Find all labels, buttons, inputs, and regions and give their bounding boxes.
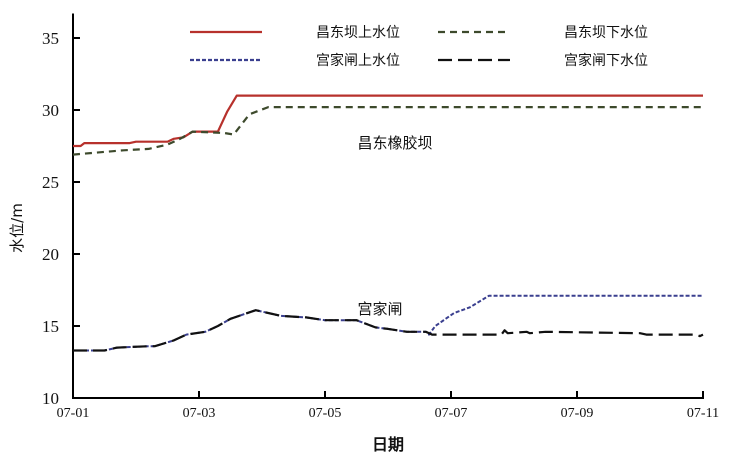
legend-label: 昌东坝上水位 xyxy=(316,25,400,41)
series-line-昌东坝下水位 xyxy=(72,105,703,156)
x-tick-label: 07-05 xyxy=(309,406,342,421)
y-tick-label: 25 xyxy=(42,173,59,192)
y-axis-label: 水位/m xyxy=(8,203,26,253)
axes: 10 15 20 25 30 35 07-01 07-03 07-05 07-07 07-09 07-… xyxy=(42,13,719,421)
x-axis-label: 日期 xyxy=(372,435,404,454)
x-tick-label: 07-01 xyxy=(57,406,90,421)
x-tick-label: 07-11 xyxy=(687,406,719,421)
y-tick-label: 35 xyxy=(42,29,59,48)
y-tick-label: 15 xyxy=(42,317,59,336)
series-lines xyxy=(72,94,704,352)
series-line-昌东坝上水位 xyxy=(73,94,703,148)
y-tick-label: 20 xyxy=(42,245,59,264)
legend-label: 宫家闸上水位 xyxy=(316,52,400,69)
annotation-changdong: 昌东橡胶坝 xyxy=(357,134,432,152)
x-tick-label: 07-03 xyxy=(183,406,216,421)
legend-label: 昌东坝下水位 xyxy=(564,25,648,41)
y-tick-label: 10 xyxy=(42,389,59,408)
x-tick-label: 07-07 xyxy=(435,406,468,421)
series-line-宫家闸下水位 xyxy=(73,309,704,352)
legend-label: 宫家闸下水位 xyxy=(564,52,648,69)
annotation-gongjia: 宫家闸 xyxy=(357,300,402,318)
x-tick-label: 07-09 xyxy=(561,406,594,421)
y-tick-label: 30 xyxy=(42,101,59,120)
